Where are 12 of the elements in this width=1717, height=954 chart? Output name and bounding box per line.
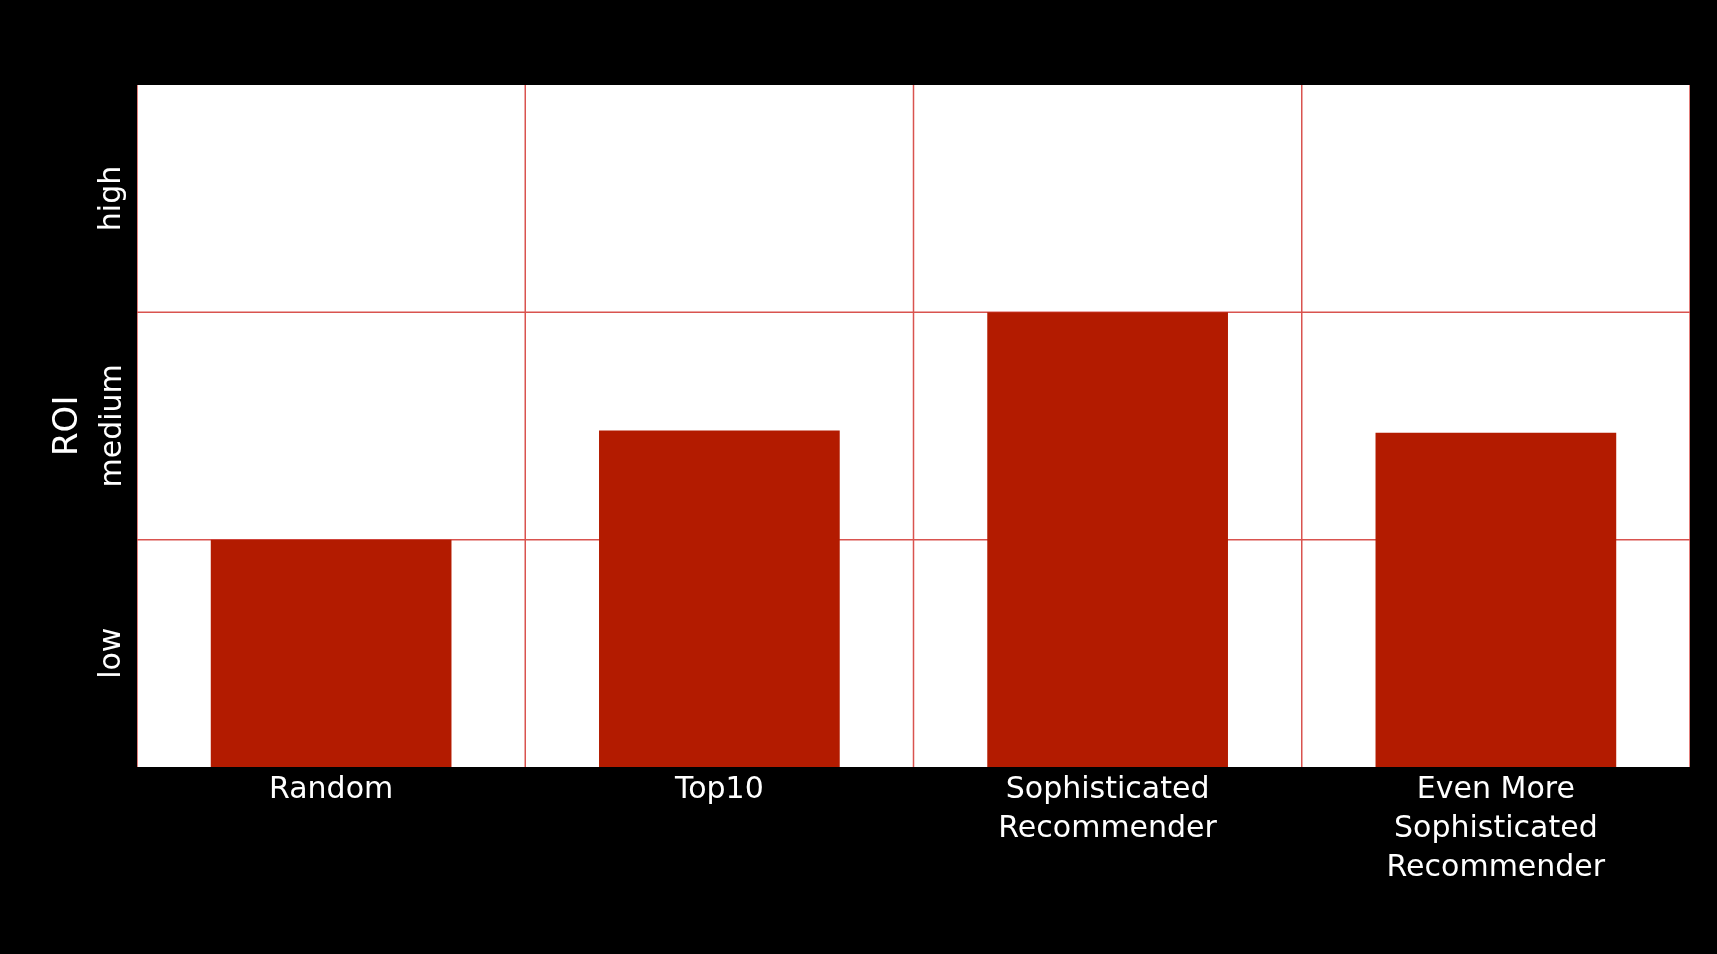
x-tick-label: Even More Sophisticated Recommender	[1386, 770, 1606, 883]
x-tick-label: Top10	[673, 770, 764, 805]
text: medium	[92, 364, 128, 488]
text: low	[92, 627, 128, 679]
y-axis-title: ROI	[45, 395, 85, 456]
bar	[1375, 432, 1617, 767]
x-tick-label: Random	[269, 770, 394, 805]
bar	[599, 430, 840, 767]
bar	[210, 539, 452, 767]
text: high	[91, 165, 127, 232]
x-tick-label: Sophisticated Recommender	[998, 770, 1218, 844]
bar	[987, 312, 1228, 767]
